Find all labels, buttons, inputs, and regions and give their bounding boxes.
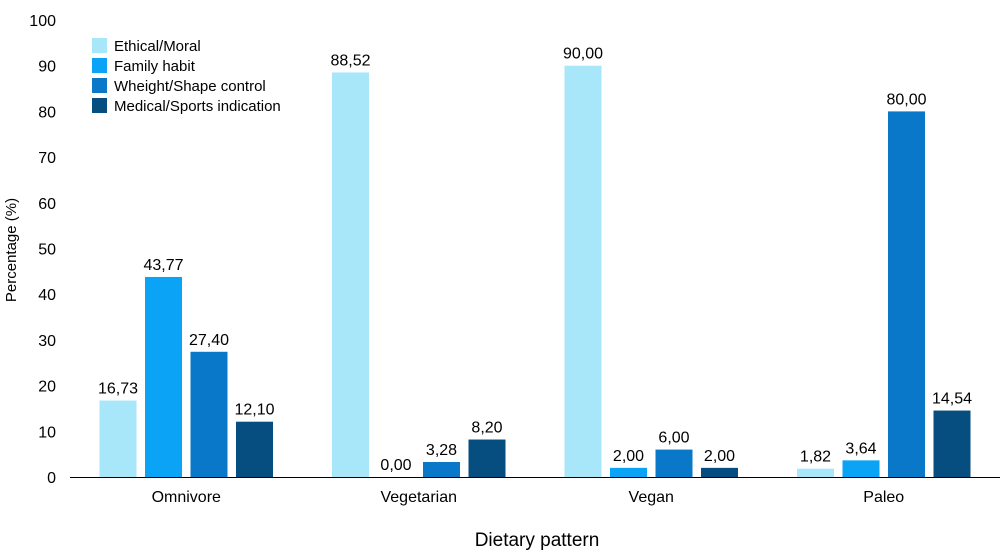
data-label: 3,28 <box>426 442 457 459</box>
bar <box>468 439 506 477</box>
data-label: 16,73 <box>98 381 138 398</box>
bar <box>564 65 602 477</box>
legend-swatch <box>92 78 107 93</box>
data-label: 1,82 <box>800 449 831 466</box>
bar <box>610 467 647 477</box>
y-tick-label: 10 <box>38 424 56 441</box>
legend-swatch <box>92 38 107 53</box>
y-tick-label: 80 <box>38 104 56 121</box>
legend-swatch <box>92 98 107 113</box>
legend-item: Medical/Sports indication <box>92 98 281 115</box>
legend: Ethical/Moral Family habit Wheight/Shape c… <box>92 38 281 115</box>
data-label: 27,40 <box>189 332 229 349</box>
x-tick-label: Omnivore <box>152 489 221 506</box>
legend-item: Ethical/Moral <box>92 38 201 55</box>
bar <box>797 468 834 477</box>
y-tick-label: 100 <box>29 13 56 30</box>
y-tick-label: 20 <box>38 379 56 396</box>
bar-group: 1,82 3,64 80,00 14,54 <box>797 91 972 478</box>
y-tick-label: 90 <box>38 59 56 76</box>
bar <box>701 467 738 477</box>
y-axis-title: Percentage (%) <box>3 198 20 302</box>
legend-label: Ethical/Moral <box>114 38 201 55</box>
legend-item: Wheight/Shape control <box>92 78 266 95</box>
x-axis: Omnivore Vegetarian Vegan Paleo <box>70 477 1000 506</box>
y-tick-label: 60 <box>38 196 56 213</box>
legend-label: Medical/Sports indication <box>114 98 281 115</box>
bar <box>655 449 693 477</box>
y-axis: 0 10 20 30 40 50 60 70 80 90 100 <box>29 13 56 487</box>
x-axis-title: Dietary pattern <box>475 530 600 551</box>
bar <box>888 111 925 478</box>
bar <box>145 276 182 477</box>
y-tick-label: 50 <box>38 242 56 259</box>
bar <box>236 421 273 477</box>
data-label: 2,00 <box>704 448 735 465</box>
data-label: 80,00 <box>886 91 926 108</box>
x-tick-label: Vegan <box>629 489 674 506</box>
bar-group: 90,00 2,00 6,00 2,00 <box>563 46 738 477</box>
bar-group: 16,73 43,77 27,40 12,10 <box>98 257 275 477</box>
bars: 16,73 43,77 27,40 12,10 88,52 0,00 3,28 8,20 90,… <box>98 46 972 478</box>
y-tick-label: 70 <box>38 150 56 167</box>
y-tick-label: 0 <box>47 470 56 487</box>
legend-label: Wheight/Shape control <box>114 78 266 95</box>
bar <box>933 410 971 477</box>
bar <box>842 460 880 477</box>
y-tick-label: 30 <box>38 333 56 350</box>
data-label: 8,20 <box>471 420 502 437</box>
bar-group: 88,52 0,00 3,28 8,20 <box>330 52 506 478</box>
bar <box>332 72 369 478</box>
bar <box>190 351 228 477</box>
data-label: 12,10 <box>234 402 274 419</box>
bar <box>423 462 460 477</box>
x-tick-label: Vegetarian <box>380 489 457 506</box>
bar <box>99 400 137 477</box>
data-label: 14,54 <box>932 391 972 408</box>
data-label: 6,00 <box>658 430 689 447</box>
data-label: 88,52 <box>330 52 370 69</box>
data-label: 90,00 <box>563 46 603 63</box>
y-tick-label: 40 <box>38 287 56 304</box>
data-label: 0,00 <box>380 457 411 474</box>
legend-label: Family habit <box>114 58 196 75</box>
legend-item: Family habit <box>92 58 196 75</box>
data-label: 2,00 <box>613 448 644 465</box>
x-tick-label: Paleo <box>863 489 904 506</box>
data-label: 3,64 <box>845 440 876 457</box>
legend-swatch <box>92 58 107 73</box>
data-label: 43,77 <box>143 257 183 274</box>
